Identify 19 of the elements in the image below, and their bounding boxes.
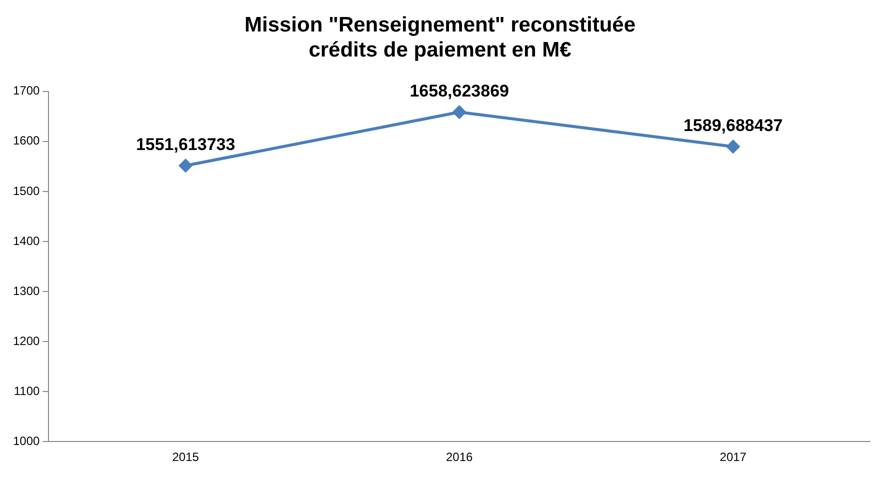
point: [179, 159, 192, 172]
data-label: 1551,613733: [136, 134, 236, 154]
y-tick-label: 1400: [12, 234, 40, 248]
text: crédits de paiement en M€: [308, 38, 572, 62]
point: [452, 106, 466, 119]
x-tick-label: 2017: [720, 450, 747, 464]
y-tick-label: 1500: [12, 184, 40, 198]
y-tick-label: 1200: [12, 334, 40, 348]
data-label: 1658,623869: [410, 81, 509, 100]
text: Mission "Renseignement" reconstituée: [244, 13, 636, 36]
point: [726, 140, 740, 154]
y-tick-label: 1300: [12, 284, 40, 298]
x-tick-label: 2015: [172, 450, 200, 464]
y-tick-label: 1700: [12, 84, 40, 98]
y-tick-label: 1600: [12, 134, 40, 148]
y-tick-label: 1100: [14, 384, 40, 398]
y-tick-label: 1000: [12, 434, 40, 448]
data-label: 1589,688437: [683, 116, 783, 135]
x-tick-label: 2016: [446, 450, 474, 464]
